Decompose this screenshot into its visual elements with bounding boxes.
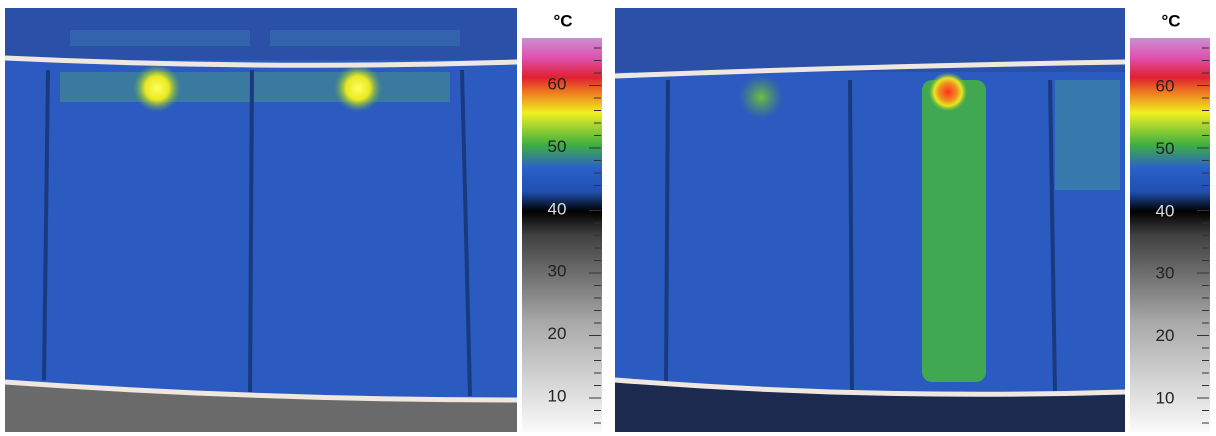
scale-label: 60 [1156, 76, 1175, 95]
thermal-image-left [5, 8, 517, 432]
scale-unit: °C [1161, 11, 1180, 30]
scale-bar [522, 38, 602, 432]
scale-label: 20 [548, 324, 567, 343]
scale-label: 60 [548, 74, 567, 93]
scale-label: 40 [1156, 201, 1175, 220]
thermal-image-right [615, 8, 1125, 432]
scale-label: 10 [1156, 388, 1175, 407]
scale-label: 30 [1156, 264, 1175, 283]
scale-label: 50 [1156, 139, 1175, 158]
scale-unit: °C [553, 11, 572, 30]
scale-label: 30 [548, 262, 567, 281]
scale-label: 20 [1156, 326, 1175, 345]
scale-label: 10 [548, 386, 567, 405]
thermal-figure: °C 60 50 40 30 20 10 °C 60 50 40 30 20 10 [0, 0, 1216, 436]
page: °C605040302010°C605040302010 (() => { co… [0, 0, 1216, 436]
scale-bar [1130, 38, 1210, 432]
scale-label: 50 [548, 137, 567, 156]
scale-label: 40 [548, 199, 567, 218]
